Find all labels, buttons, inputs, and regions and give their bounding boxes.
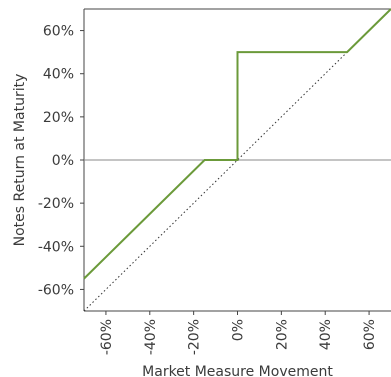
x-tick-label: -20% (187, 319, 203, 355)
y-tick-label: -40% (38, 239, 74, 255)
x-tick-label: 0% (231, 319, 247, 341)
y-tick-label: -20% (38, 196, 74, 212)
y-tick-label: 20% (43, 110, 74, 126)
x-tick-label: 20% (274, 319, 290, 350)
y-axis-title: Notes Return at Maturity (12, 74, 28, 247)
x-tick-label: -60% (99, 319, 115, 355)
x-axis-ticks: -60% -40% -20% 0% 20% 40% 60% (99, 311, 378, 355)
y-tick-label: 0% (52, 153, 74, 169)
notes-return-line (83, 8, 391, 280)
y-tick-label: -60% (38, 282, 74, 298)
x-axis-title: Market Measure Movement (142, 364, 333, 377)
x-tick-label: -40% (143, 319, 159, 355)
y-tick-label: 60% (43, 24, 74, 40)
series-layer (83, 8, 391, 312)
y-axis-ticks: 60% 40% 20% 0% -20% -40% -60% (38, 24, 84, 298)
y-tick-label: 40% (43, 67, 74, 83)
x-tick-label: 60% (362, 319, 378, 350)
x-tick-label: 40% (318, 319, 334, 350)
